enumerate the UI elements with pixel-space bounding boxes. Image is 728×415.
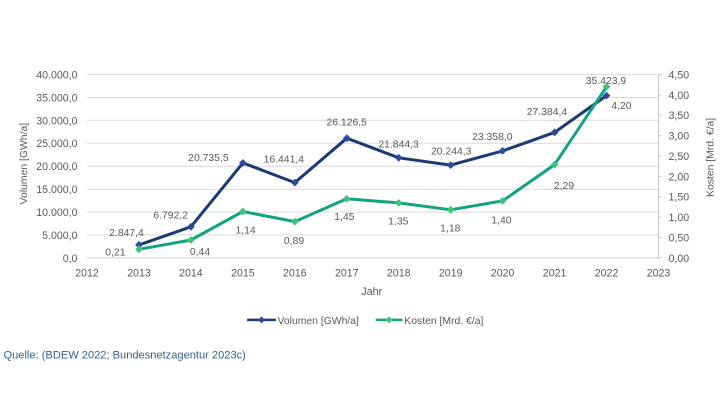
svg-text:21.844,3: 21.844,3 <box>378 139 419 150</box>
svg-text:2020: 2020 <box>491 268 515 280</box>
svg-text:2023: 2023 <box>647 268 671 280</box>
svg-text:3,00: 3,00 <box>669 131 690 143</box>
svg-text:0,21: 0,21 <box>105 248 125 259</box>
svg-text:0,44: 0,44 <box>190 247 210 258</box>
svg-text:Volumen [GWh/a]: Volumen [GWh/a] <box>19 123 30 205</box>
svg-text:Volumen [GWh/a]: Volumen [GWh/a] <box>278 316 360 327</box>
svg-text:2015: 2015 <box>231 268 255 280</box>
svg-text:2019: 2019 <box>439 268 463 280</box>
svg-text:2,50: 2,50 <box>669 151 690 163</box>
svg-text:2018: 2018 <box>387 268 411 280</box>
svg-text:20.000,0: 20.000,0 <box>36 161 77 173</box>
svg-text:1,40: 1,40 <box>491 216 511 227</box>
svg-text:Jahr: Jahr <box>361 286 382 298</box>
svg-text:1,35: 1,35 <box>388 217 408 228</box>
svg-text:Kosten [Mrd. €/a]: Kosten [Mrd. €/a] <box>705 118 716 197</box>
svg-text:4,20: 4,20 <box>611 101 631 112</box>
svg-text:10.000,0: 10.000,0 <box>36 207 77 219</box>
svg-text:2013: 2013 <box>127 268 151 280</box>
svg-text:2,00: 2,00 <box>669 171 690 183</box>
svg-text:0,0: 0,0 <box>63 253 78 265</box>
svg-text:15.000,0: 15.000,0 <box>36 184 77 196</box>
svg-text:2016: 2016 <box>283 268 307 280</box>
svg-text:20.735,5: 20.735,5 <box>188 153 229 164</box>
svg-text:1,00: 1,00 <box>669 212 690 224</box>
svg-text:2.847,4: 2.847,4 <box>109 228 144 239</box>
svg-text:0,50: 0,50 <box>669 232 690 244</box>
svg-text:2,29: 2,29 <box>554 181 574 192</box>
svg-text:20.244,3: 20.244,3 <box>431 147 472 158</box>
svg-text:23.358,0: 23.358,0 <box>472 132 513 143</box>
svg-text:1,14: 1,14 <box>235 225 255 236</box>
svg-text:4,50: 4,50 <box>669 70 690 82</box>
svg-text:1,50: 1,50 <box>669 192 690 204</box>
svg-text:1,45: 1,45 <box>334 212 354 223</box>
svg-text:40.000,0: 40.000,0 <box>36 70 77 82</box>
svg-text:2012: 2012 <box>75 268 99 280</box>
svg-text:2022: 2022 <box>595 268 619 280</box>
svg-text:2014: 2014 <box>179 268 203 280</box>
svg-text:25.000,0: 25.000,0 <box>36 138 77 150</box>
svg-text:4,00: 4,00 <box>669 90 690 102</box>
svg-text:35.423,9: 35.423,9 <box>586 76 627 87</box>
svg-text:Quelle: (BDEW 2022; Bundesnetz: Quelle: (BDEW 2022; Bundesnetzagentur 20… <box>4 350 246 362</box>
svg-text:2017: 2017 <box>335 268 359 280</box>
svg-text:30.000,0: 30.000,0 <box>36 115 77 127</box>
svg-text:0,00: 0,00 <box>669 253 690 265</box>
svg-text:26.126,5: 26.126,5 <box>326 118 367 129</box>
svg-text:35.000,0: 35.000,0 <box>36 92 77 104</box>
svg-text:27.384,4: 27.384,4 <box>527 107 568 118</box>
svg-text:2021: 2021 <box>543 268 567 280</box>
svg-text:0,89: 0,89 <box>284 236 304 247</box>
svg-text:16.441,4: 16.441,4 <box>264 155 305 166</box>
svg-text:5.000,0: 5.000,0 <box>42 230 77 242</box>
svg-text:1,18: 1,18 <box>440 224 460 235</box>
svg-text:6.792,2: 6.792,2 <box>153 211 188 222</box>
svg-text:3,50: 3,50 <box>669 110 690 122</box>
svg-text:Kosten [Mrd. €/a]: Kosten [Mrd. €/a] <box>404 316 483 327</box>
